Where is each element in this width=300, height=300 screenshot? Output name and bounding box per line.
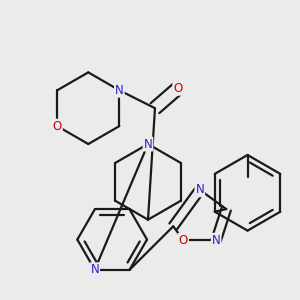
Text: N: N — [115, 84, 124, 97]
Text: O: O — [173, 82, 182, 95]
Text: N: N — [212, 234, 220, 247]
Text: O: O — [52, 120, 62, 133]
Text: N: N — [195, 183, 204, 196]
Text: N: N — [90, 263, 99, 276]
Text: N: N — [144, 137, 152, 151]
Text: O: O — [179, 234, 188, 247]
